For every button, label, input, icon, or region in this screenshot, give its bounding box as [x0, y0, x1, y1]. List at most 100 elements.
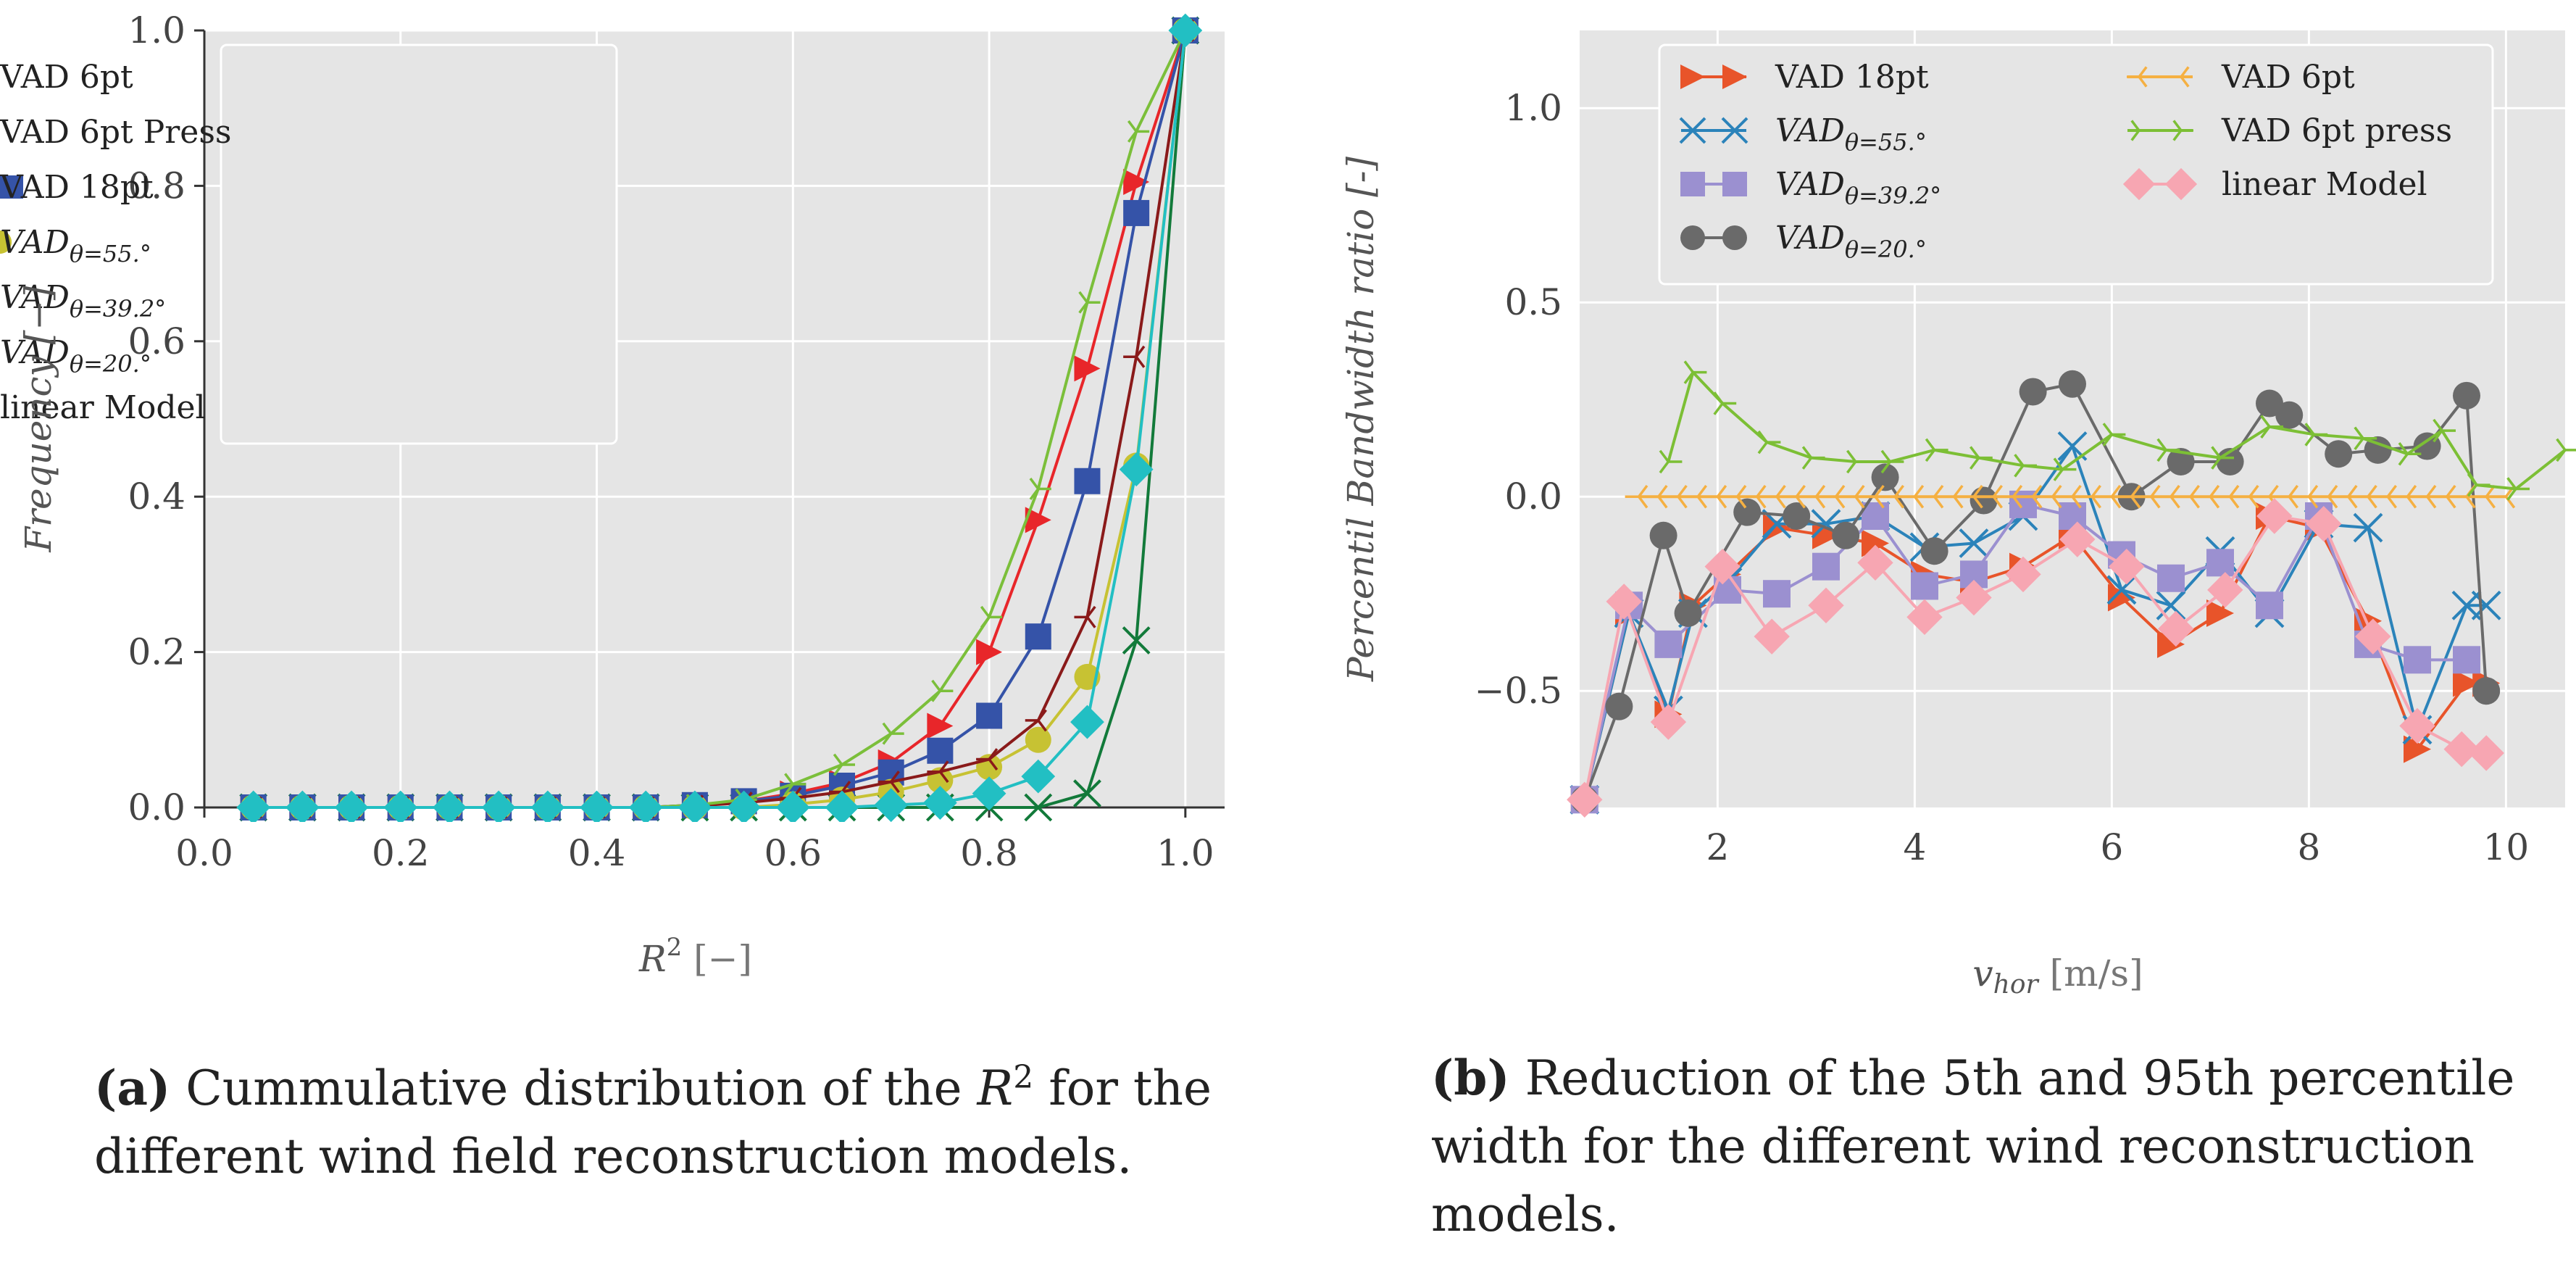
b-legend-marker: [1680, 65, 1705, 89]
caption-a-r: R: [977, 1060, 1014, 1116]
a-point-linear-model: [1021, 759, 1056, 794]
b-legend-marker: [2122, 167, 2156, 201]
b-point-vad-6pt: [1802, 484, 1826, 509]
a-point-linear-model: [922, 786, 957, 820]
b-point-vad-6pt: [2413, 484, 2437, 509]
b-point-vad-39-2: [1812, 552, 1840, 581]
b-point-linear-model: [2005, 556, 2041, 593]
b-legend-label: VAD 6pt press: [2221, 112, 2452, 149]
a-point-vad-39-2: [1123, 345, 1146, 368]
a-point-vad-6pt: [1123, 169, 1150, 196]
b-point-vad-6pt-press: [1757, 430, 1781, 454]
b-point-vad-6pt-press: [2102, 423, 2126, 446]
b-point-vad-18pt: [2404, 735, 2431, 763]
b-xtick-label: 4: [1903, 826, 1926, 868]
b-point-vad-20: [2453, 381, 2480, 410]
b-point-vad-20: [2019, 378, 2047, 406]
b-point-vad-6pt-press: [1846, 449, 1870, 474]
b-point-vad-39-2: [1763, 580, 1791, 608]
a-legend-box: [220, 43, 618, 445]
a-point-vad-6pt-press: [1024, 793, 1053, 822]
chart-a-xlabel: R2 [−]: [638, 933, 752, 980]
b-point-vad-6pt-press: [2053, 457, 2077, 481]
b-point-vad-6pt: [1763, 484, 1786, 509]
a-legend-item-vad-6pt: VAD 6pt: [0, 59, 133, 96]
b-point-vad-6pt-press: [2398, 441, 2422, 466]
a-point-linear-model: [628, 790, 663, 822]
b-point-vad-6pt: [2078, 484, 2101, 509]
b-point-vad-6pt: [1783, 484, 1806, 509]
b-point-vad-18pt: [2453, 669, 2480, 697]
b-xtick-label: 8: [2297, 826, 2320, 868]
b-xtick-label: 2: [1706, 826, 1729, 868]
a-xtick-label: 0.6: [764, 832, 822, 874]
b-legend-item-vad-18pt: VAD 18pt: [1680, 59, 1929, 96]
a-ytick-label: 0.4: [128, 475, 186, 518]
b-point-vad-6pt: [2157, 484, 2180, 509]
a-point-linear-model: [874, 788, 909, 822]
b-point-vad-20: [2059, 370, 2086, 398]
b-point-linear-model: [2059, 521, 2096, 557]
b-legend-item-vad-20: VADθ=20.°: [1680, 220, 1927, 263]
a-legend-item-vad-20: VADθ=20.°: [0, 334, 151, 378]
b-point-vad-20: [1920, 537, 1948, 565]
b-point-vad-20: [2167, 447, 2195, 475]
b-point-linear-model: [2158, 610, 2194, 647]
caption-a-tag: (a): [94, 1060, 171, 1116]
b-point-vad-6pt-press: [1713, 391, 1737, 415]
caption-b-line3: models.: [1431, 1187, 1620, 1242]
b-point-vad-39-2: [1654, 630, 1683, 658]
a-point-linear-model: [1168, 13, 1203, 48]
b-ytick-label: 0.0: [1504, 475, 1562, 518]
a-point-vad-18pt: [1123, 199, 1150, 226]
b-point-vad-6pt-press: [2433, 418, 2456, 443]
b-point-vad-6pt-press: [1925, 438, 1948, 462]
b-legend-marker: [1722, 172, 1747, 196]
b-point-vad-18pt: [1862, 529, 1889, 557]
b-series-linear-model: [1567, 498, 2504, 818]
a-point-linear-model: [481, 790, 516, 822]
b-point-vad-6pt: [2038, 484, 2062, 509]
a-xtick-label: 1.0: [1156, 832, 1214, 874]
b-point-linear-model: [1857, 544, 1893, 581]
b-legend-marker: [1722, 65, 1747, 89]
b-point-vad-20: [1832, 521, 1860, 549]
b-legend-label: VADθ=39.2°: [1775, 166, 1941, 209]
caption-a: (a) Cummulative distribution of the R2 f…: [94, 1044, 1254, 1191]
a-legend-label: VAD 18pt: [0, 169, 154, 206]
a-point-vad-6pt-press: [1122, 626, 1151, 655]
b-point-vad-6pt: [2235, 484, 2259, 509]
b-point-linear-model: [2443, 731, 2480, 768]
a-legend-item-vad-6pt-press: VAD 6pt Press: [0, 114, 232, 151]
a-point-vad-18pt: [1025, 623, 1051, 650]
b-point-vad-6pt-press: [2156, 438, 2180, 462]
a-point-linear-model: [285, 790, 320, 822]
b-legend-item-vad-39-2: VADθ=39.2°: [1680, 166, 1941, 209]
a-legend-label: linear Model: [0, 389, 206, 426]
b-point-vad-20: [1605, 692, 1633, 720]
b-point-vad-20: [1783, 502, 1811, 530]
b-point-vad-6pt-press: [1880, 449, 1904, 474]
b-point-vad-6pt-press: [2260, 415, 2283, 439]
b-legend-marker: [2127, 66, 2148, 88]
a-point-linear-model: [1070, 705, 1104, 739]
b-point-vad-6pt-press: [2211, 446, 2234, 470]
b-point-vad-20: [1969, 486, 1998, 515]
caption-b: (b) Reduction of the 5th and 95th percen…: [1431, 1044, 2562, 1249]
b-line-vad-6pt-press: [1667, 369, 2567, 491]
a-point-vad-20: [1029, 478, 1051, 500]
b-point-vad-6pt: [2374, 484, 2397, 509]
b-point-vad-6pt: [1980, 484, 2003, 509]
b-point-vad-6pt: [1881, 484, 1904, 509]
b-xtick-label: 10: [2483, 826, 2530, 868]
b-legend-marker: [1721, 117, 1748, 144]
b-point-vad-18pt: [1812, 521, 1840, 549]
b-point-vad-6pt: [1920, 484, 1944, 509]
a-point-vad-6pt: [927, 713, 954, 739]
b-point-vad-6pt: [2117, 484, 2141, 509]
b-point-linear-model: [2207, 572, 2243, 608]
a-xtick-label: 0.4: [568, 832, 626, 874]
b-line-linear-model: [1583, 514, 2487, 800]
a-point-vad-20: [980, 605, 1003, 628]
b-point-linear-model: [1808, 587, 1844, 623]
